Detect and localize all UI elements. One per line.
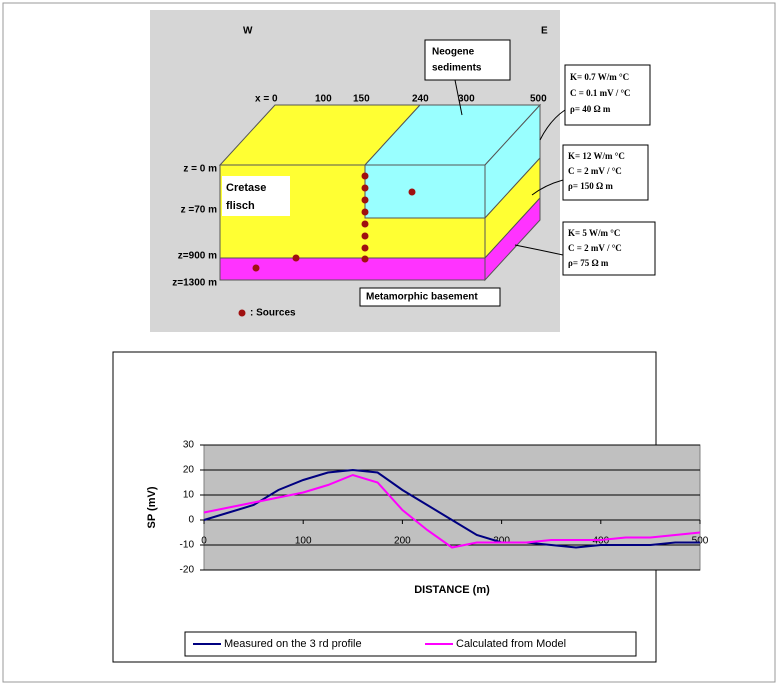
x-label: x = 0	[255, 94, 278, 105]
x-tick-label: 500	[692, 536, 709, 547]
sources	[238, 172, 416, 317]
props-box	[562, 144, 649, 201]
x-tick-label: 0	[201, 536, 207, 547]
series-line	[203, 468, 700, 549]
z-label: z =70 m	[181, 205, 218, 216]
x-label: 150	[353, 94, 370, 105]
pointers	[514, 109, 566, 256]
sources-label: : Sources	[250, 308, 296, 319]
x-tick-label: 100	[295, 536, 312, 547]
basement-label: Metamorphic basement	[366, 292, 478, 303]
legend	[184, 631, 637, 657]
y-tick-label: -10	[180, 540, 195, 551]
x-axis-label: DISTANCE (m)	[414, 584, 490, 596]
side-magenta	[484, 196, 541, 282]
prop: C = 2 mV / °C	[568, 166, 622, 176]
dir-e: E	[541, 26, 548, 37]
z-label: z=1300 m	[172, 278, 217, 289]
y-tick-label: 30	[183, 440, 195, 451]
x-tick-label: 300	[493, 536, 510, 547]
neogene-box	[424, 39, 511, 81]
x-tick-label: 400	[592, 536, 609, 547]
plot-area	[203, 444, 701, 571]
props-box	[564, 64, 651, 126]
y-tick-label: -20	[180, 565, 195, 576]
prop: ρ= 150 Ω m	[568, 181, 613, 191]
neogene-label: Neogene	[432, 47, 475, 58]
y-axis-label: SP (mV)	[146, 486, 158, 528]
x-tick-label: 200	[394, 536, 411, 547]
y-tick-label: 0	[188, 515, 194, 526]
y-tick-label: 10	[183, 490, 195, 501]
cretase-box	[222, 176, 290, 216]
legend-label: Measured on the 3 rd profile	[224, 638, 362, 650]
dir-w: W	[243, 26, 253, 37]
z-label: z=900 m	[178, 251, 217, 262]
pointer	[454, 79, 463, 116]
x-label: 240	[412, 94, 429, 105]
prop: ρ= 40 Ω m	[570, 104, 611, 114]
cretase-label: Cretase	[226, 182, 266, 194]
legend-label: Calculated from Model	[456, 638, 566, 650]
front-magenta	[219, 257, 486, 281]
prop: K= 0.7 W/m °C	[570, 72, 629, 82]
prop: K= 12 W/m °C	[568, 151, 625, 161]
neogene-label: sediments	[432, 63, 482, 74]
prop: C = 2 mV / °C	[568, 243, 622, 253]
series-line	[203, 473, 701, 549]
cretase-label: flisch	[226, 200, 255, 212]
x-label: 100	[315, 94, 332, 105]
basement-box	[359, 287, 501, 307]
x-label: 300	[458, 94, 475, 105]
prop: C = 0.1 mV / °C	[570, 88, 631, 98]
front-cyan	[364, 164, 486, 219]
x-label: 500	[530, 94, 547, 105]
y-tick-label: 20	[183, 465, 195, 476]
prop: ρ= 75 Ω m	[568, 258, 609, 268]
z-label: z = 0 m	[183, 164, 217, 175]
props-box	[562, 221, 656, 276]
prop: K= 5 W/m °C	[568, 228, 620, 238]
